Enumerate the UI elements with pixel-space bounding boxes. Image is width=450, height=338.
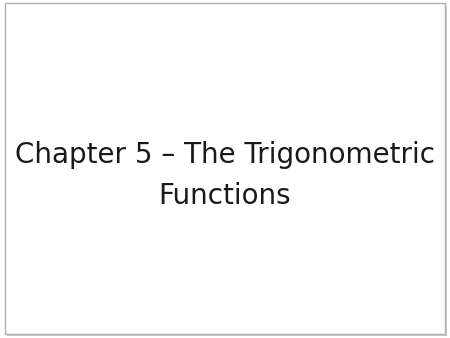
FancyBboxPatch shape <box>7 6 447 336</box>
Text: Functions: Functions <box>159 182 291 210</box>
Text: Chapter 5 – The Trigonometric: Chapter 5 – The Trigonometric <box>15 142 435 169</box>
FancyBboxPatch shape <box>4 3 445 334</box>
